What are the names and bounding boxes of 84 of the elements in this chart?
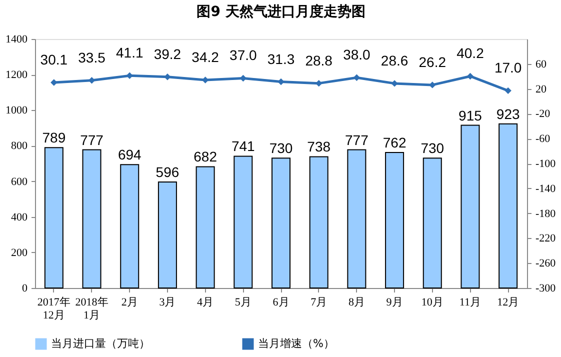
data-label: 33.5 [78,49,106,66]
data-label: 923 [496,106,520,122]
y2-tick-label: -180 [536,208,556,220]
point [88,77,96,84]
bar [347,149,366,288]
y2-tick-label: -220 [536,232,556,245]
y2-tick-label: -100 [536,158,556,170]
x-tick-label: 9月 [386,296,403,308]
bar [309,156,328,288]
data-label: 40.2 [456,45,484,62]
data-label: 30.1 [40,52,68,68]
x-tick-label: 6月 [272,296,290,308]
data-label: 39.2 [154,46,182,62]
point [50,79,58,86]
bar [460,124,480,288]
bar [158,181,177,288]
x-tick-label: 5月 [234,296,252,308]
data-label: 777 [345,132,369,148]
data-label: 37.0 [230,47,257,64]
y-tick-label: 0 [22,282,28,294]
x-tick-label: 12月 [497,296,520,308]
x-tick-label: 3月 [159,296,176,308]
bar [385,152,404,288]
data-label: 730 [420,140,444,156]
x-tick-label: 10月 [421,296,444,308]
y-tick-label: 600 [11,176,28,188]
data-label: 738 [307,138,331,155]
point [164,73,171,80]
y2-tick-label: -20 [536,108,551,120]
y2-tick-label: -260 [536,258,556,270]
point [466,72,474,80]
y2-tick-label: 20 [536,83,547,96]
data-label: 17.0 [494,60,522,76]
bar [44,147,64,288]
data-label: 596 [156,164,180,180]
data-label: 31.3 [267,50,295,67]
data-label: 28.6 [380,52,408,68]
point [240,74,247,82]
y-tick-label: 1000 [6,104,28,117]
data-label: 789 [42,130,66,146]
y-tick-label: 800 [11,140,28,152]
point [278,78,284,86]
x-tick-label: 2018年 1月 [75,296,108,322]
x-tick-label: 11月 [459,296,482,308]
y2-tick-label: -140 [536,182,556,195]
x-tick-label: 4月 [197,296,214,308]
chart-title: 图9 天然气进口月度走势图 [196,3,366,20]
y2-tick-label: -300 [536,282,556,294]
y-tick-label: 400 [11,211,28,224]
data-label: 694 [118,146,142,163]
data-label: 730 [269,140,293,156]
point [504,87,512,94]
point [429,82,436,88]
bar [234,156,253,288]
bar [498,123,518,288]
y-tick-label: 1400 [6,34,28,46]
bar [196,166,215,288]
data-label: 741 [231,138,256,154]
data-label: 762 [382,134,406,150]
data-label: 28.8 [305,52,333,68]
data-label: 682 [194,148,218,165]
legend-label: 当月增速（%） [258,337,334,350]
x-tick-label: 2月 [121,296,138,308]
data-label: 915 [458,107,482,124]
y2-tick-label: -60 [536,133,551,146]
data-label: 38.0 [343,46,371,63]
point [391,80,398,87]
point [126,72,133,80]
data-label: 34.2 [192,48,220,65]
bar [422,158,442,288]
y-tick-label: 1200 [6,69,28,82]
data-label: 41.1 [116,44,144,61]
x-tick-label: 2017年 12月 [37,296,70,322]
data-label: 26.2 [418,54,446,70]
point [353,74,360,81]
y2-tick-label: 60 [536,58,547,70]
bar [82,149,102,288]
x-tick-label: 7月 [310,296,328,308]
legend-label: 当月进口量（万吨） [51,337,150,350]
x-tick-label: 8月 [348,296,365,308]
bar [272,158,290,288]
y-tick-label: 200 [11,246,28,259]
bar [120,164,140,288]
data-label: 777 [80,132,104,148]
